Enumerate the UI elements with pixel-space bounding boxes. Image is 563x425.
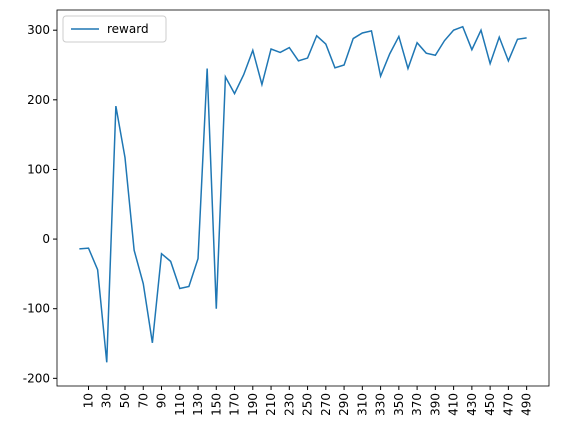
x-tick-label: 10 — [81, 393, 95, 408]
x-tick-label: 410 — [447, 393, 461, 416]
x-tick-label: 70 — [136, 393, 150, 408]
x-tick-label: 130 — [191, 393, 205, 416]
x-tick-label: 430 — [465, 393, 479, 416]
line — [79, 25, 527, 363]
y-tick-label: 0 — [42, 232, 50, 246]
x-tick-label: 490 — [520, 393, 534, 416]
x-tick-label: 150 — [209, 393, 223, 416]
y-tick-label: 200 — [27, 93, 50, 107]
legend-label: reward — [107, 22, 149, 36]
x-tick-label: 30 — [100, 393, 114, 408]
x-tick-label: 230 — [282, 393, 296, 416]
x-tick-label: 330 — [374, 393, 388, 416]
y-tick-label: -100 — [23, 302, 50, 316]
x-tick-label: 450 — [483, 393, 497, 416]
x-tick-label: 250 — [301, 393, 315, 416]
x-tick-label: 310 — [355, 393, 369, 416]
x-tick-label: 170 — [228, 393, 242, 416]
x-tick-label: 470 — [501, 393, 515, 416]
x-tick-label: 390 — [428, 393, 442, 416]
x-tick-label: 190 — [246, 393, 260, 416]
y-tick-label: 100 — [27, 162, 50, 176]
x-tick-label: 210 — [264, 393, 278, 416]
y-tick-label: 300 — [27, 23, 50, 37]
x-tick-label: 350 — [392, 393, 406, 416]
x-tick-label: 110 — [173, 393, 187, 416]
x-tick-label: 50 — [118, 393, 132, 408]
x-tick-label: 290 — [337, 393, 351, 416]
x-tick-label: 370 — [410, 393, 424, 416]
x-tick-label: 270 — [319, 393, 333, 416]
legend-box — [62, 15, 167, 43]
x-tick-label: 90 — [155, 393, 169, 408]
axes-frame — [56, 9, 550, 387]
y-tick-label: -200 — [23, 371, 50, 385]
